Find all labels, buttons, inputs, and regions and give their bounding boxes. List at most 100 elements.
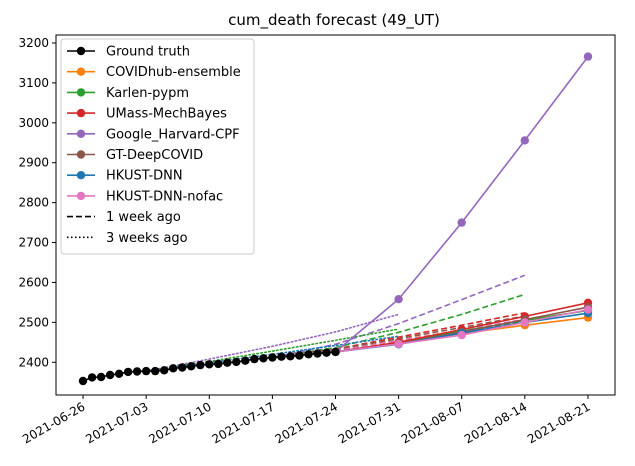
series-line [272, 293, 526, 359]
y-tick-label: 2600 [18, 275, 49, 289]
data-point [322, 348, 331, 357]
y-tick-label: 2700 [18, 236, 49, 250]
x-tick-label: 2021-06-26 [20, 399, 87, 446]
data-point [142, 366, 151, 376]
series-dotted-15 [145, 313, 400, 372]
series-ground-truth [78, 347, 340, 386]
legend-box [60, 38, 255, 255]
legend-marker [76, 88, 86, 97]
data-point [123, 367, 133, 377]
series-line [145, 313, 400, 372]
series-line [334, 56, 589, 353]
y-tick-label: 2500 [18, 315, 49, 329]
series-line [272, 312, 525, 359]
legend-item: Ground truth [67, 45, 190, 60]
legend-label: HKUST-DNN [106, 169, 183, 184]
legend-item: 1 week ago [67, 210, 181, 225]
data-point [87, 373, 97, 382]
data-point [178, 363, 187, 372]
legend-marker [76, 150, 86, 159]
legend-item: GT-DeepCOVID [67, 148, 203, 163]
data-point [232, 357, 241, 367]
data-point [394, 295, 403, 304]
data-point [196, 360, 205, 370]
series-layer [78, 52, 593, 386]
legend-item: HKUST-DNN-nofac [67, 189, 223, 204]
x-axis: 2021-06-262021-07-032021-07-102021-07-17… [20, 395, 592, 446]
data-point [160, 366, 169, 375]
y-tick-label: 3100 [18, 76, 49, 90]
y-tick-label: 3000 [18, 116, 49, 130]
series-dotted-16 [145, 328, 400, 372]
x-tick-label: 2021-07-17 [209, 399, 276, 446]
data-point [277, 352, 286, 361]
legend-label: GT-DeepCOVID [106, 148, 203, 163]
x-tick-label: 2021-08-14 [462, 399, 529, 446]
x-tick-label: 2021-07-03 [83, 399, 150, 446]
data-point [583, 52, 593, 61]
data-point [268, 353, 277, 362]
legend-label: Ground truth [106, 45, 190, 60]
x-tick-label: 2021-08-21 [525, 399, 592, 446]
x-tick-label: 2021-07-10 [146, 399, 213, 446]
y-tick-label: 2800 [18, 196, 49, 210]
data-point [331, 347, 340, 357]
legend-label: COVIDhub-ensemble [106, 65, 241, 80]
data-point [78, 376, 88, 386]
legend-label: Google_Harvard-CPF [106, 127, 240, 142]
legend-item: HKUST-DNN [67, 169, 183, 184]
legend-item: 3 weeks ago [67, 231, 188, 246]
data-point [205, 360, 214, 369]
x-tick-label: 2021-07-24 [273, 399, 340, 446]
data-point [520, 136, 529, 145]
data-point [313, 349, 322, 358]
data-point [304, 350, 313, 359]
data-point [457, 330, 466, 340]
legend-marker [76, 46, 86, 56]
y-axis: 2400 2500 2600 2700 2800 2900 3000 3100 3200 [18, 36, 56, 369]
legend-label: 3 weeks ago [106, 231, 188, 246]
data-point [520, 318, 529, 327]
legend-label: 1 week ago [106, 210, 181, 225]
data-point [295, 351, 304, 360]
legend-label: UMass-MechBayes [106, 107, 227, 122]
legend-item: COVIDhub-ensemble [67, 65, 241, 80]
legend-label: HKUST-DNN-nofac [106, 189, 223, 204]
series-dashed-9 [272, 293, 526, 359]
data-point [583, 305, 593, 314]
y-tick-label: 2900 [18, 156, 49, 170]
data-point [286, 352, 295, 361]
series-google-harvard-cpf [331, 52, 593, 357]
data-point [394, 339, 403, 349]
data-point [214, 359, 223, 369]
legend-marker [76, 108, 86, 118]
legend-item: Karlen-pypm [67, 86, 189, 101]
y-tick-label: 3200 [18, 36, 49, 50]
legend-marker [76, 129, 86, 138]
series-dashed-11 [272, 274, 526, 359]
legend: Ground truth COVIDhub-ensemble Karlen-pypm… [60, 38, 255, 255]
series-dashed-10 [272, 312, 525, 359]
data-point [187, 362, 196, 371]
data-point [169, 364, 178, 373]
chart-title: cum_death forecast (49_UT) [228, 11, 440, 30]
data-point [223, 358, 232, 367]
x-tick-label: 2021-08-07 [399, 399, 466, 446]
legend-marker [76, 171, 86, 180]
data-point [151, 366, 160, 376]
data-point [132, 367, 142, 376]
data-point [250, 354, 259, 364]
data-point [96, 372, 106, 382]
x-tick-label: 2021-07-31 [336, 399, 403, 446]
y-tick-label: 2400 [18, 355, 49, 369]
series-line [145, 328, 400, 372]
legend-item: Google_Harvard-CPF [67, 127, 240, 142]
legend-label: Karlen-pypm [106, 86, 189, 101]
legend-marker [76, 67, 86, 76]
data-point [241, 356, 250, 365]
legend-item: UMass-MechBayes [67, 107, 227, 122]
legend-marker [76, 191, 86, 201]
data-point [457, 218, 466, 227]
data-point [114, 369, 124, 378]
